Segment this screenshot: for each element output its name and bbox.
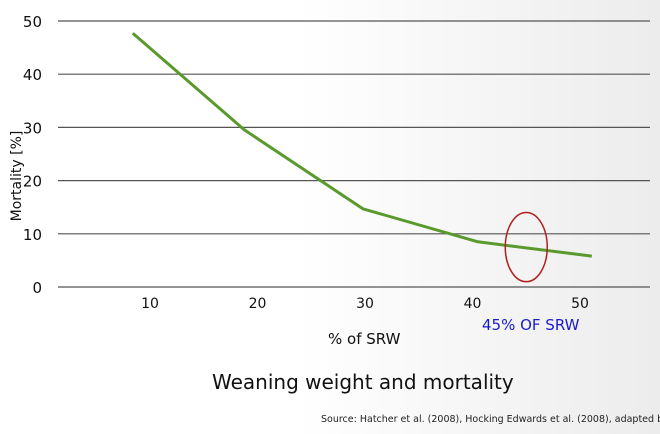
y-tick-label: 10 [23, 226, 42, 244]
annotation-ellipse [504, 211, 548, 283]
x-tick-label: 10 [141, 296, 159, 312]
x-tick-label: 30 [356, 296, 374, 312]
y-tick-label: 50 [23, 13, 42, 31]
x-tick-label: 40 [464, 296, 482, 312]
x-tick-label: 50 [571, 296, 589, 312]
source-note: Source: Hatcher et al. (2008), Hocking E… [321, 414, 660, 425]
y-axis-label: Mortality [%] [9, 130, 25, 222]
y-tick-label: 20 [23, 173, 42, 191]
annotation-label: 45% OF SRW [482, 316, 580, 334]
x-axis-label: % of SRW [328, 330, 401, 348]
x-tick-label: 20 [249, 296, 267, 312]
chart-title: Weaning weight and mortality [212, 370, 514, 394]
y-tick-label: 0 [32, 279, 42, 297]
series-line [131, 32, 593, 258]
y-tick-label: 30 [23, 119, 42, 137]
y-tick-label: 40 [23, 66, 42, 84]
